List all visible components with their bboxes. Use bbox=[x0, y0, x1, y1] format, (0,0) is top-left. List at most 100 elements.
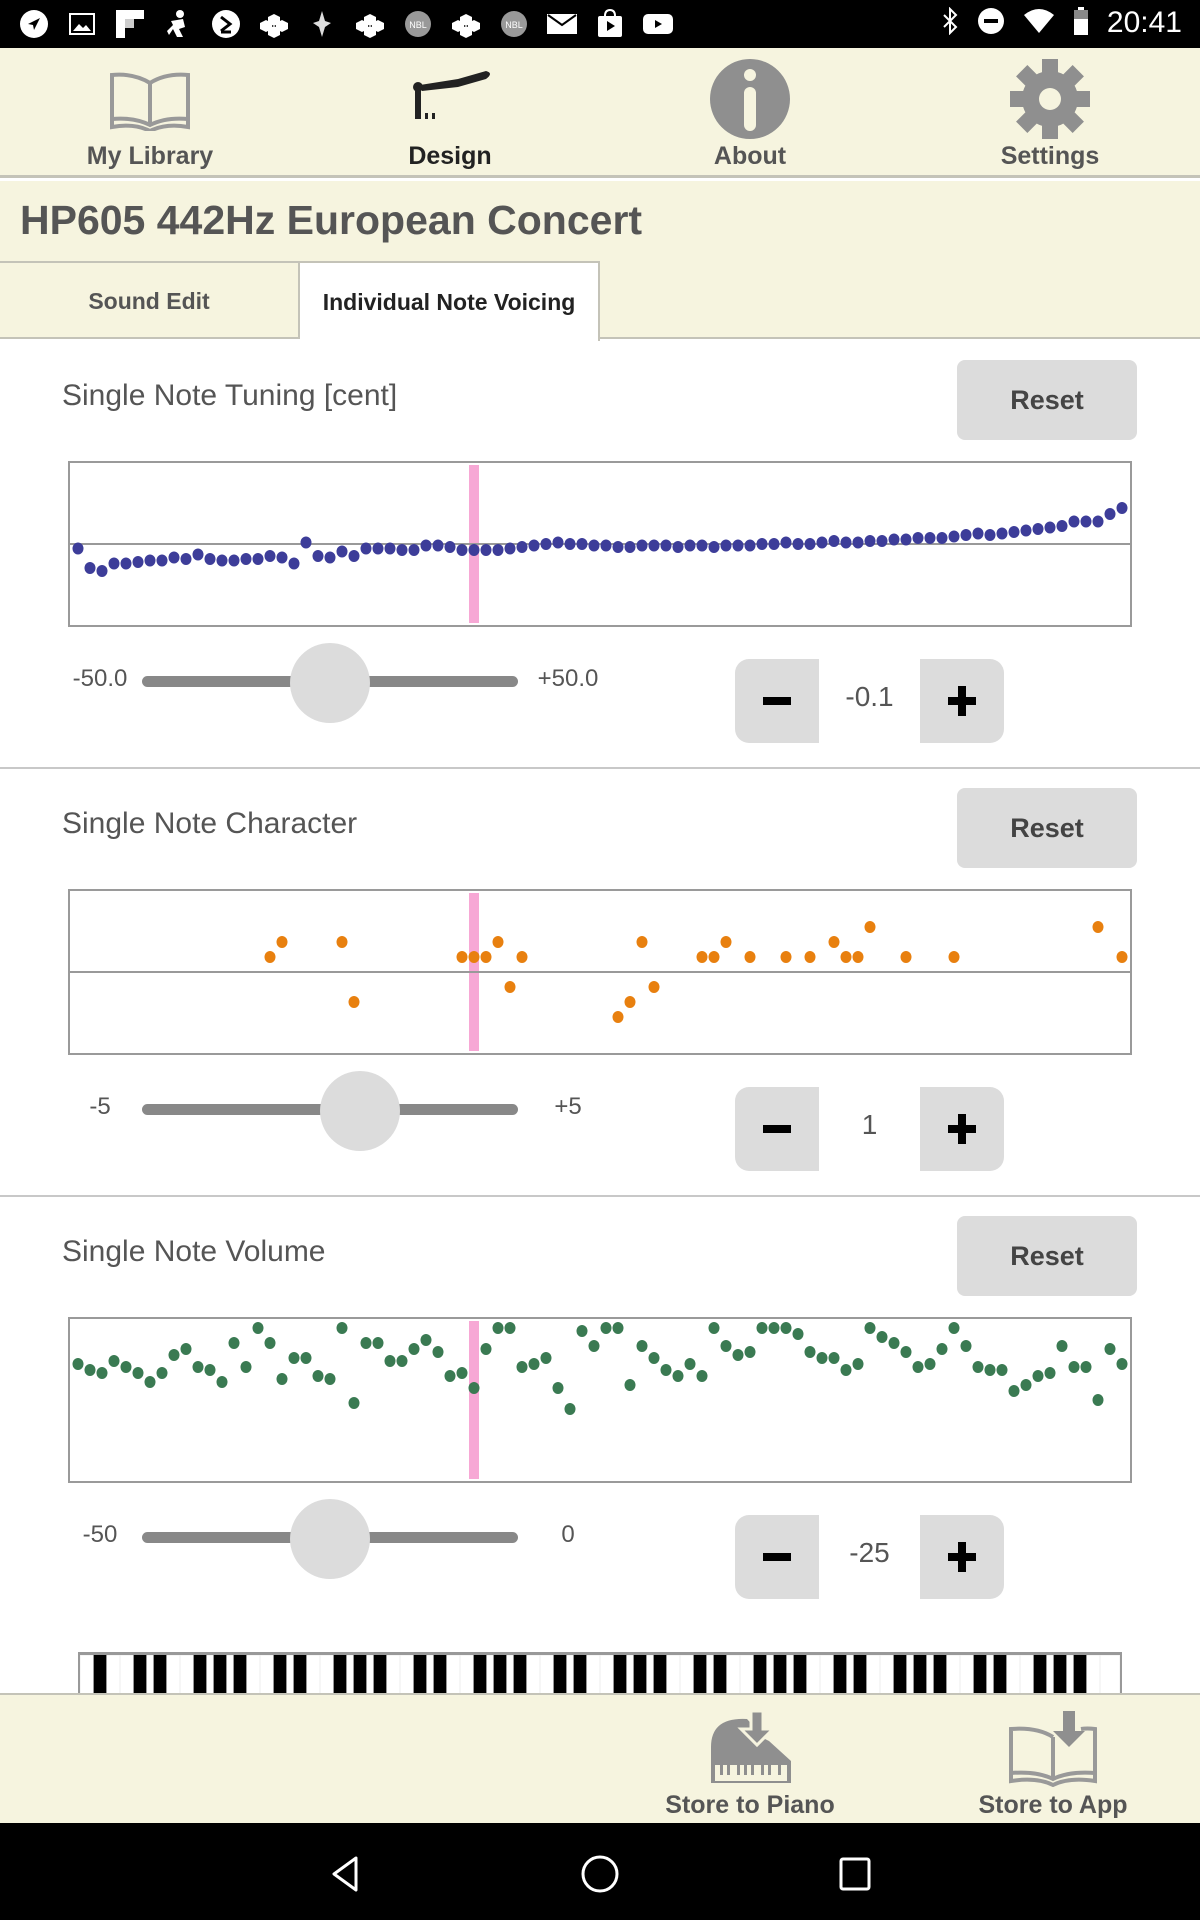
stepper-value: 1 bbox=[861, 1109, 878, 1140]
reset-button[interactable]: Reset bbox=[957, 788, 1137, 868]
action-label: Store to Piano bbox=[665, 1791, 835, 1819]
badge-icon: NBL bbox=[402, 8, 434, 40]
flipboard-icon bbox=[114, 8, 146, 40]
nav-design[interactable]: Design bbox=[300, 48, 600, 175]
store-to-piano-button[interactable]: Store to Piano bbox=[600, 1695, 900, 1825]
section-volume: Single Note Volume Reset -50 0 -25 bbox=[0, 1197, 1200, 1625]
stepper-value: -0.1 bbox=[845, 681, 894, 712]
book-icon bbox=[108, 58, 192, 140]
minus-icon bbox=[763, 1553, 791, 1561]
logo-icon bbox=[306, 8, 338, 40]
increment-button[interactable] bbox=[920, 1515, 1004, 1599]
do-not-disturb-icon bbox=[977, 7, 1005, 40]
page-title: HP605 442Hz European Concert bbox=[20, 197, 643, 243]
character-stepper: 1 bbox=[735, 1087, 1005, 1171]
stepper-value: -25 bbox=[849, 1537, 890, 1568]
decrement-button[interactable] bbox=[735, 659, 819, 743]
tuning-stepper: -0.1 bbox=[735, 659, 1005, 743]
section-title: Single Note Volume bbox=[62, 1235, 326, 1268]
back-button[interactable] bbox=[320, 1849, 370, 1899]
nav-my-library[interactable]: My Library bbox=[0, 48, 300, 175]
battery-icon bbox=[1073, 6, 1089, 40]
mail-icon bbox=[546, 8, 578, 40]
character-chart[interactable] bbox=[68, 889, 1132, 1055]
keyboard-area bbox=[0, 1620, 1200, 1693]
slider-thumb[interactable] bbox=[290, 1499, 370, 1579]
volume-slider[interactable]: -50 0 bbox=[60, 1487, 620, 1587]
back-icon bbox=[332, 1856, 358, 1892]
slider-thumb[interactable] bbox=[320, 1071, 400, 1151]
plus-icon bbox=[948, 686, 976, 716]
action-label: Store to App bbox=[978, 1791, 1128, 1819]
piano-keyboard[interactable] bbox=[78, 1652, 1122, 1693]
reset-button[interactable]: Reset bbox=[957, 360, 1137, 440]
slider-max-label: +5 bbox=[554, 1093, 582, 1120]
home-icon bbox=[581, 1855, 619, 1893]
section-title: Single Note Character bbox=[62, 807, 358, 840]
slider-min-label: -5 bbox=[89, 1093, 111, 1120]
section-title: Single Note Tuning [cent] bbox=[62, 379, 398, 412]
tuning-chart[interactable] bbox=[68, 461, 1132, 627]
nav-label: Settings bbox=[1000, 142, 1100, 170]
system-icons: 20:41 bbox=[941, 6, 1182, 40]
gear-icon bbox=[1008, 58, 1092, 140]
sigma-icon bbox=[210, 8, 242, 40]
section-character: Single Note Character Reset -5 +5 1 bbox=[0, 769, 1200, 1197]
system-navigation-bar bbox=[0, 1823, 1200, 1920]
reset-button[interactable]: Reset bbox=[957, 1216, 1137, 1296]
navigation-icon bbox=[18, 8, 50, 40]
top-navigation: My Library Design About Settings bbox=[0, 48, 1200, 178]
notification-icons: NBL NBL bbox=[18, 8, 674, 40]
youtube-icon bbox=[642, 8, 674, 40]
status-bar: NBL NBL 20:41 bbox=[0, 0, 1200, 48]
decrement-button[interactable] bbox=[735, 1087, 819, 1171]
home-button[interactable] bbox=[575, 1849, 625, 1899]
character-slider[interactable]: -5 +5 bbox=[60, 1059, 620, 1159]
minus-icon bbox=[763, 697, 791, 705]
play-store-icon bbox=[594, 8, 626, 40]
hexagon-icon bbox=[354, 8, 386, 40]
tab-sound-edit[interactable]: Sound Edit bbox=[0, 261, 300, 339]
wifi-icon bbox=[1023, 8, 1055, 39]
store-to-app-button[interactable]: Store to App bbox=[903, 1695, 1200, 1825]
slider-max-label: 0 bbox=[561, 1521, 575, 1548]
tuning-slider[interactable]: -50.0 +50.0 bbox=[60, 631, 620, 731]
hexagon-icon bbox=[450, 8, 482, 40]
tab-bar: Sound Edit Individual Note Voicing bbox=[0, 261, 1200, 341]
slider-min-label: -50 bbox=[82, 1521, 118, 1548]
plus-icon bbox=[948, 1114, 976, 1144]
recents-button[interactable] bbox=[830, 1849, 880, 1899]
slider-min-label: -50.0 bbox=[72, 665, 128, 692]
nav-label: About bbox=[713, 142, 787, 170]
increment-button[interactable] bbox=[920, 659, 1004, 743]
minus-icon bbox=[763, 1125, 791, 1133]
nav-label: Design bbox=[408, 142, 492, 170]
hexagon-icon bbox=[258, 8, 290, 40]
info-icon bbox=[708, 58, 792, 140]
voicing-tool-icon bbox=[408, 58, 492, 140]
bottom-action-bar: Store to Piano Store to App bbox=[0, 1693, 1200, 1823]
nav-settings[interactable]: Settings bbox=[900, 48, 1200, 175]
title-bar: HP605 442Hz European Concert bbox=[0, 181, 1200, 261]
badge-icon: NBL bbox=[498, 8, 530, 40]
tab-individual-note-voicing[interactable]: Individual Note Voicing bbox=[300, 261, 600, 341]
slider-max-label: +50.0 bbox=[537, 665, 599, 692]
svg-text:NBL: NBL bbox=[409, 20, 427, 30]
image-icon bbox=[66, 8, 98, 40]
recents-icon bbox=[839, 1857, 871, 1891]
volume-chart[interactable] bbox=[68, 1317, 1132, 1483]
running-man-icon bbox=[162, 8, 194, 40]
volume-stepper: -25 bbox=[735, 1515, 1005, 1599]
store-to-app-icon bbox=[1007, 1695, 1099, 1787]
decrement-button[interactable] bbox=[735, 1515, 819, 1599]
clock: 20:41 bbox=[1106, 6, 1182, 39]
nav-label: My Library bbox=[86, 142, 214, 170]
svg-text:NBL: NBL bbox=[505, 20, 523, 30]
section-tuning: Single Note Tuning [cent] Reset -50.0 +5… bbox=[0, 341, 1200, 769]
nav-about[interactable]: About bbox=[600, 48, 900, 175]
store-to-piano-icon bbox=[707, 1695, 793, 1787]
bluetooth-icon bbox=[941, 6, 959, 40]
slider-thumb[interactable] bbox=[290, 643, 370, 723]
plus-icon bbox=[948, 1542, 976, 1572]
increment-button[interactable] bbox=[920, 1087, 1004, 1171]
